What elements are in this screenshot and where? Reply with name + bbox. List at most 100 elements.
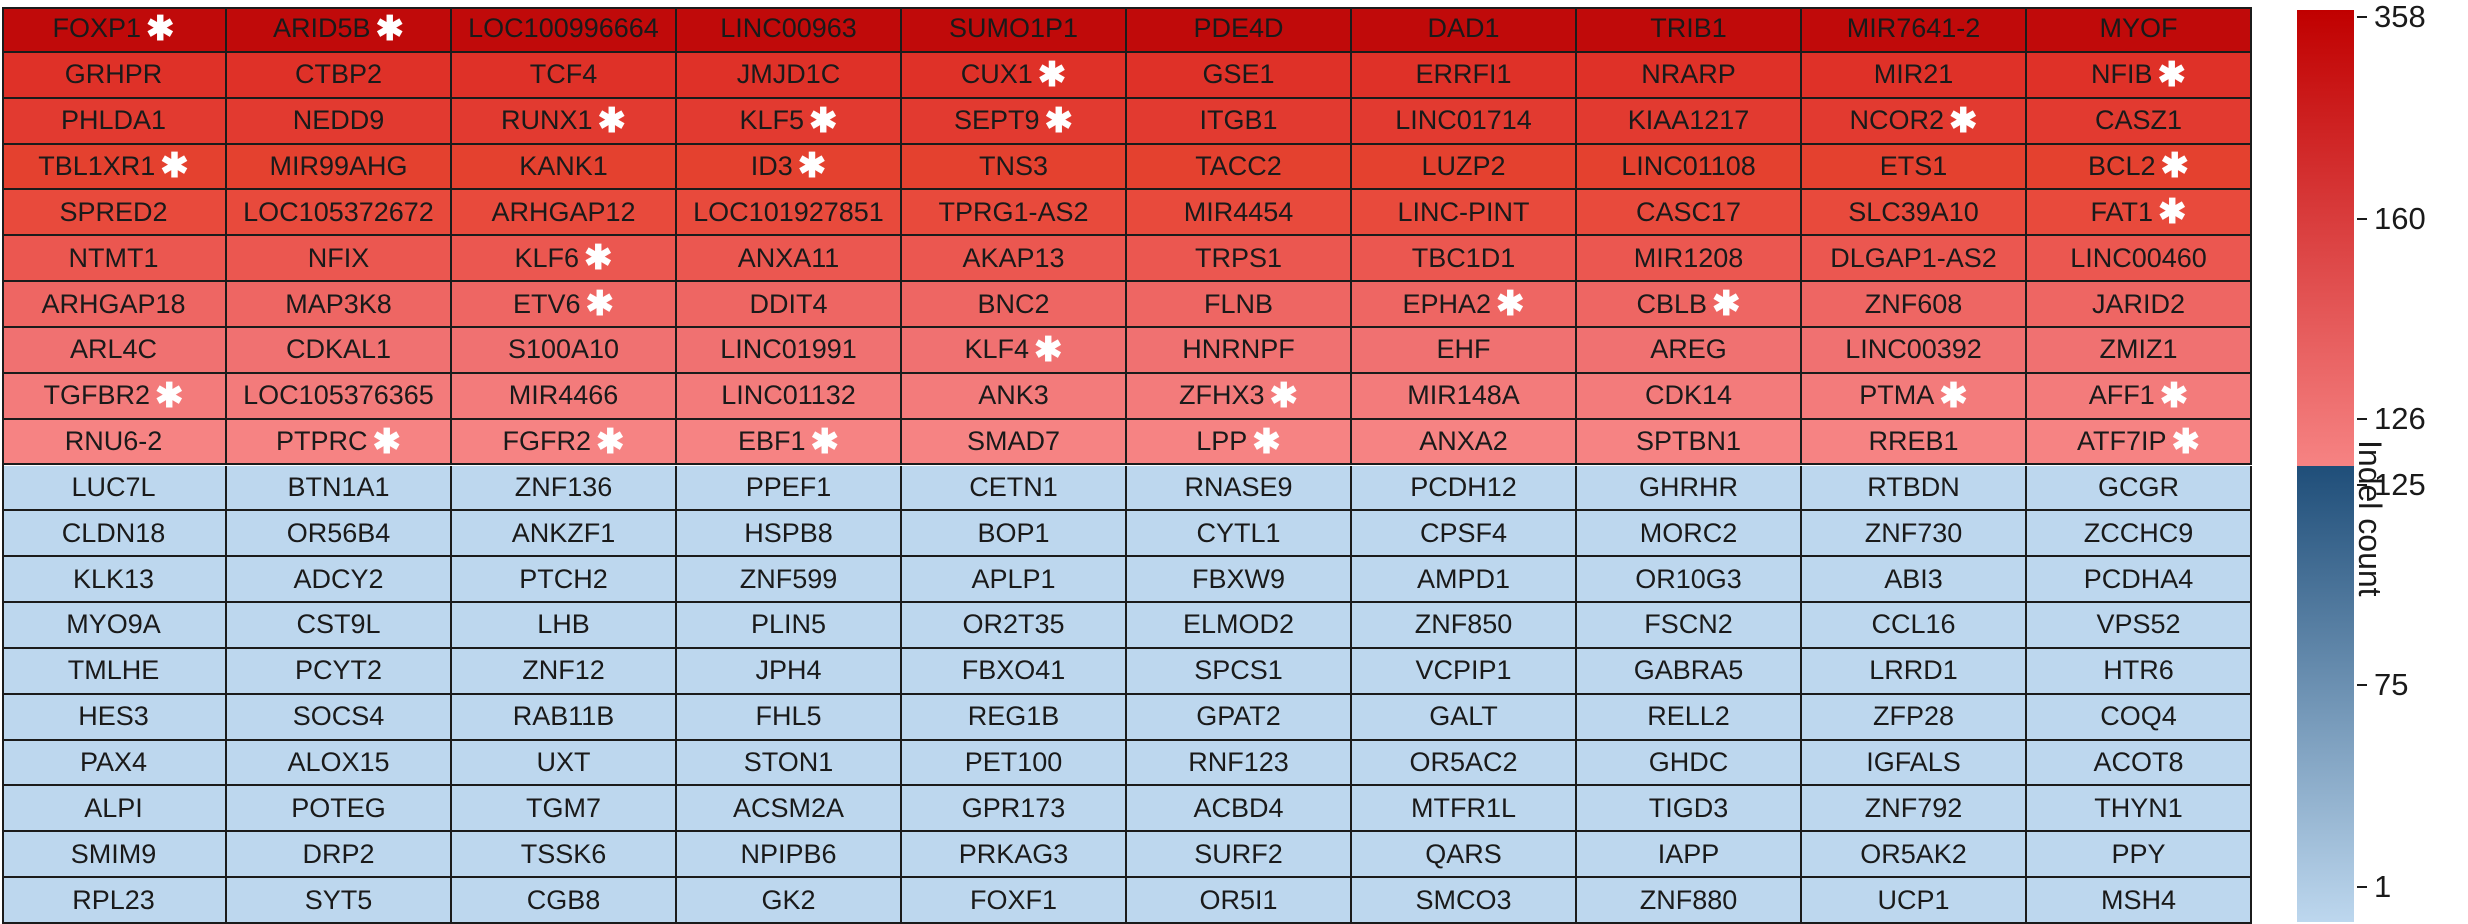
heatmap-cell: PET100 [902, 740, 1127, 787]
heatmap-cell: LINC00460 [2027, 236, 2252, 283]
heatmap-cell: ID3 ✱ [677, 144, 902, 191]
gene-label: CETN1 [969, 471, 1058, 502]
heatmap-cell: TGM7 [452, 786, 677, 833]
heatmap-cell: MSH4 [2027, 878, 2252, 924]
heatmap-cell: ERRFI1 [1352, 52, 1577, 99]
gene-label: FSCN2 [1644, 609, 1733, 640]
gene-label: SPTBN1 [1635, 426, 1742, 457]
heatmap-cell: MIR1208 [1577, 236, 1802, 283]
gene-label: RAB11B [512, 701, 615, 732]
asterisk-marker: ✱ [2158, 193, 2187, 232]
heatmap-cell: MIR7641-2 [1802, 7, 2027, 53]
gene-label: TNS3 [978, 150, 1049, 181]
gene-label: KLF4 [964, 334, 1030, 365]
colorbar-blue-segment [2297, 466, 2354, 922]
heatmap-cell: OR10G3 [1577, 557, 1802, 604]
gene-label: LUZP2 [1421, 150, 1506, 181]
heatmap-cell: GPR173 [902, 786, 1127, 833]
colorbar-tick-mark [2357, 418, 2367, 420]
gene-label: DLGAP1-AS2 [1830, 242, 1997, 273]
asterisk-marker: ✱ [160, 147, 189, 186]
gene-label: OR56B4 [286, 517, 391, 548]
gene-label: ZNF730 [1864, 517, 1963, 548]
heatmap-cell: LPP ✱ [1127, 419, 1352, 466]
colorbar-tick-mark [2357, 684, 2367, 686]
heatmap-cell: TRPS1 [1127, 236, 1352, 283]
gene-label: LINC01714 [1395, 105, 1532, 136]
colorbar-tick-label: 358 [2374, 0, 2426, 34]
asterisk-marker: ✱ [1044, 101, 1074, 140]
heatmap-cell: RUNX1 ✱ [452, 98, 677, 145]
heatmap-cell: LINC01132 [677, 373, 902, 420]
heatmap-cell: SOCS4 [227, 694, 452, 741]
heatmap-cell: CGB8 [452, 878, 677, 924]
heatmap-cell: ALOX15 [227, 740, 452, 787]
gene-label: CST9L [296, 609, 381, 640]
heatmap-cell: PTMA ✱ [1802, 373, 2027, 420]
heatmap-cell: ARHGAP12 [452, 190, 677, 237]
heatmap-cell: STON1 [677, 740, 902, 787]
gene-label: ANXA11 [737, 242, 840, 273]
gene-label: LOC101927851 [693, 196, 884, 227]
gene-label: PRKAG3 [958, 838, 1069, 869]
heatmap-cell: ZNF12 [452, 648, 677, 695]
heatmap-cell: JPH4 [677, 648, 902, 695]
gene-label: CCL16 [1871, 609, 1956, 640]
heatmap-cell: MYO9A [2, 603, 227, 649]
colorbar-red-segment [2297, 10, 2354, 466]
gene-label: ATF7IP [2076, 426, 2167, 457]
heatmap-cell: DDIT4 [677, 282, 902, 328]
gene-label: LINC00963 [720, 13, 857, 44]
gene-label: UXT [536, 747, 591, 778]
asterisk-marker: ✱ [797, 147, 827, 186]
heatmap-cell: RTBDN [1802, 465, 2027, 512]
heatmap-cell: VPS52 [2027, 603, 2252, 649]
heatmap-cell: CASC17 [1577, 190, 1802, 237]
gene-label: ZMIZ1 [2099, 334, 2178, 365]
gene-label: ZCCHC9 [2083, 517, 2194, 548]
gene-label: BNC2 [977, 288, 1050, 319]
heatmap-cell: PPY [2027, 832, 2252, 879]
heatmap-cell: ETV6 ✱ [452, 282, 677, 328]
colorbar-tick-mark [2357, 218, 2367, 220]
heatmap-cell: PCYT2 [227, 648, 452, 695]
gene-label: BTN1A1 [287, 471, 390, 502]
heatmap-cell: CLDN18 [2, 511, 227, 558]
gene-label: CLDN18 [61, 517, 166, 548]
heatmap-cell: ACOT8 [2027, 740, 2252, 787]
gene-label: PDE4D [1193, 13, 1284, 44]
colorbar-tick-label: 125 [2374, 467, 2426, 502]
heatmap-cell: NPIPB6 [677, 832, 902, 879]
heatmap-cell: CASZ1 [2027, 98, 2252, 145]
heatmap-cell: PPEF1 [677, 465, 902, 512]
heatmap-cell: BCL2 ✱ [2027, 144, 2252, 191]
gene-label: TBL1XR1 [38, 150, 156, 181]
heatmap-cell: PCDHA4 [2027, 557, 2252, 604]
heatmap-cell: AREG [1577, 327, 1802, 374]
heatmap-cell: KLK13 [2, 557, 227, 604]
gene-label: LHB [537, 609, 590, 640]
gene-label: GK2 [761, 884, 816, 915]
gene-label: DRP2 [302, 838, 375, 869]
heatmap-cell: THYN1 [2027, 786, 2252, 833]
heatmap-cell: LINC01714 [1352, 98, 1577, 145]
heatmap-cell: NCOR2 ✱ [1802, 98, 2027, 145]
heatmap-cell: FSCN2 [1577, 603, 1802, 649]
gene-label: LUC7L [71, 471, 156, 502]
asterisk-marker: ✱ [1949, 101, 1978, 140]
gene-label: ARL4C [69, 334, 158, 365]
gene-label: ZNF136 [514, 471, 613, 502]
asterisk-marker: ✱ [1269, 376, 1299, 415]
heatmap-cell: CDK14 [1577, 373, 1802, 420]
gene-label: S100A10 [507, 334, 620, 365]
gene-label: PPEF1 [745, 471, 832, 502]
gene-label: PET100 [964, 747, 1063, 778]
heatmap-cell: SMAD7 [902, 419, 1127, 466]
gene-label: MIR1208 [1633, 242, 1744, 273]
gene-label: PLIN5 [750, 609, 827, 640]
heatmap-cell: ZNF792 [1802, 786, 2027, 833]
gene-label: VCPIP1 [1415, 655, 1512, 686]
gene-label: MIR7641-2 [1846, 13, 1981, 44]
gene-label: RELL2 [1647, 701, 1730, 732]
gene-label: PAX4 [79, 747, 148, 778]
